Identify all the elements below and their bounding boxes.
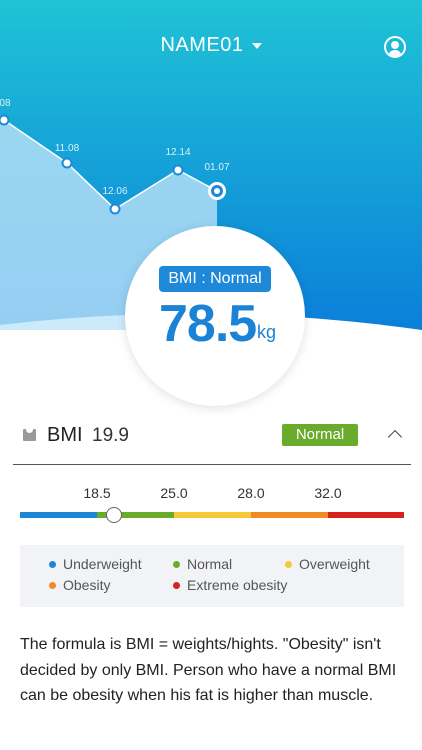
chevron-up-icon[interactable] [387, 428, 403, 440]
bmi-legend: Underweight Normal Overweight Obesity Ex… [20, 545, 404, 607]
weight-trend-chart: 10.08 11.08 12.06 12.14 01.07 [0, 0, 422, 330]
header-hero: 10.08 11.08 12.06 12.14 01.07 [0, 0, 422, 340]
scale-segment-underweight [20, 512, 97, 518]
trend-date-label: 10.08 [0, 98, 11, 109]
legend-item-underweight: Underweight [49, 556, 142, 572]
legend-item-obesity: Obesity [49, 577, 110, 593]
bmi-scale: 18.5 25.0 28.0 32.0 [20, 482, 404, 526]
trend-date-label: 12.06 [102, 186, 127, 197]
trend-date-label: 12.14 [165, 147, 190, 158]
bmi-indicator [105, 507, 122, 523]
scale-tick-4: 32.0 [314, 485, 342, 501]
scale-tick-2: 25.0 [160, 485, 188, 501]
legend-label: Extreme obesity [187, 577, 288, 593]
scale-segment-normal [97, 512, 174, 518]
profile-icon[interactable] [384, 36, 406, 58]
top-bar: NAME01 [0, 30, 422, 64]
legend-label: Obesity [63, 577, 111, 593]
weight-summary-circle: BMI : Normal 78.5 kg [125, 226, 305, 406]
legend-item-overweight: Overweight [285, 556, 370, 572]
scale-tick-3: 28.0 [237, 485, 265, 501]
trend-point-selected-core [214, 188, 220, 194]
profile-icon-head [391, 41, 399, 49]
dropdown-caret-icon [251, 42, 262, 49]
profile-icon-body [388, 50, 402, 56]
legend-label: Underweight [63, 556, 142, 572]
legend-label: Overweight [299, 556, 370, 572]
legend-label: Normal [187, 556, 233, 572]
trend-point [172, 164, 184, 176]
legend-dot [173, 560, 180, 568]
legend-item-extreme-obesity: Extreme obesity [173, 577, 287, 593]
trend-point [109, 203, 121, 215]
trend-point [0, 114, 10, 126]
bmi-title: BMI [47, 424, 83, 446]
bmi-value: 19.9 [92, 425, 129, 446]
scale-icon [23, 429, 36, 441]
trend-date-label: 01.07 [204, 162, 229, 173]
legend-dot [49, 560, 56, 568]
trend-date-label: 11.08 [55, 143, 80, 154]
weight-unit: kg [257, 322, 277, 342]
legend-item-normal: Normal [173, 556, 232, 572]
scale-tick-1: 18.5 [83, 485, 111, 501]
weight-value: 78.5 [159, 295, 257, 353]
bmi-description: The formula is BMI = weights/hights. "Ob… [20, 636, 397, 704]
user-selector[interactable]: NAME01 [0, 34, 422, 57]
scale-segment-extreme-obesity [328, 512, 404, 518]
bmi-row[interactable]: BMI 19.9 Normal [13, 418, 411, 465]
legend-dot [49, 581, 56, 589]
status-badge: Normal [282, 424, 358, 446]
scale-segment-overweight [174, 512, 251, 518]
bmi-status-pill: BMI : Normal [159, 266, 271, 292]
legend-dot [173, 581, 180, 589]
user-name-label: NAME01 [160, 34, 244, 56]
scale-segment-obesity [251, 512, 328, 518]
legend-dot [285, 560, 292, 568]
trend-point [61, 157, 73, 169]
